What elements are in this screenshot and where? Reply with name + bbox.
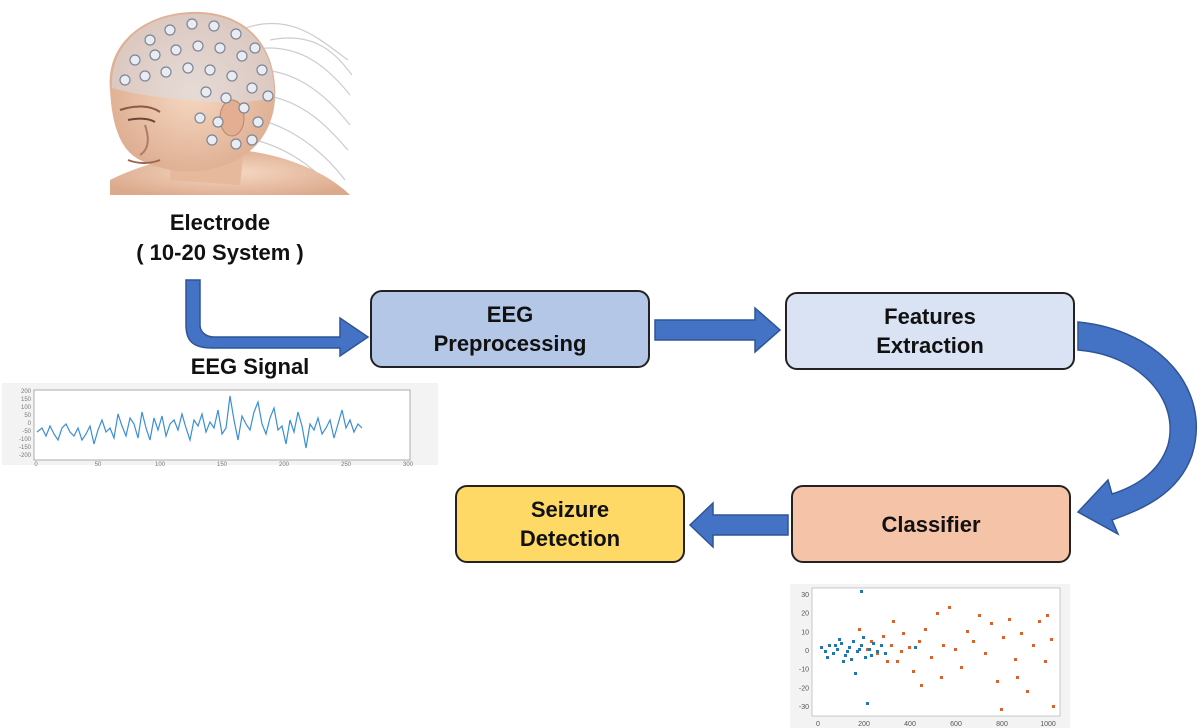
scatter-x-tick-label: 0 bbox=[816, 721, 820, 728]
scatter-y-tick-label: 10 bbox=[801, 629, 809, 636]
eeg-y-tick-label: 100 bbox=[21, 405, 32, 411]
features-extraction-line2: Extraction bbox=[876, 333, 984, 358]
scatter-y-tick-label: 20 bbox=[801, 611, 809, 618]
eeg-y-tick-label: -50 bbox=[22, 429, 31, 435]
features-extraction-box: Features Extraction bbox=[785, 292, 1075, 370]
features-extraction-line1: Features bbox=[884, 304, 976, 329]
scatter-orange-points bbox=[858, 606, 1055, 711]
eeg-preprocessing-line2: Preprocessing bbox=[433, 331, 587, 356]
eeg-signal-plot: 200 150 100 50 0 -50 -100 -150 -200 0 50 100 150 200… bbox=[2, 383, 438, 468]
eeg-preprocessing-box: EEG Preprocessing bbox=[370, 290, 650, 368]
electrode-label-line1: Electrode bbox=[169, 210, 271, 235]
seizure-detection-line1: Seizure bbox=[530, 497, 610, 522]
scatter-y-tick-label: -30 bbox=[799, 704, 809, 711]
eeg-x-tick-label: 250 bbox=[341, 462, 352, 468]
eeg-x-tick-label: 200 bbox=[279, 462, 290, 468]
eeg-preprocessing-line1: EEG bbox=[486, 302, 534, 327]
eeg-x-tick-label: 150 bbox=[217, 462, 228, 468]
eeg-y-tick-label: -150 bbox=[19, 445, 32, 451]
electrode-label-line2: ( 10-20 System ) bbox=[136, 240, 304, 265]
scatter-y-tick-label: -20 bbox=[799, 685, 809, 692]
eeg-y-tick-label: 0 bbox=[28, 421, 32, 427]
eeg-x-tick-label: 50 bbox=[95, 462, 102, 468]
eeg-y-tick-label: 200 bbox=[21, 389, 32, 395]
scatter-y-tick-label: 0 bbox=[805, 648, 809, 655]
electrode-label: Electrode ( 10-20 System ) bbox=[90, 208, 350, 268]
seizure-detection-line2: Detection bbox=[519, 526, 621, 551]
eeg-x-tick-label: 300 bbox=[403, 462, 414, 468]
head-with-electrodes-illustration bbox=[109, 11, 353, 195]
eeg-x-tick-label: 0 bbox=[34, 462, 38, 468]
scatter-blue-points bbox=[820, 590, 917, 705]
eeg-waveform bbox=[36, 395, 363, 449]
eeg-y-tick-label: 150 bbox=[21, 397, 32, 403]
scatter-x-tick-label: 400 bbox=[904, 721, 916, 728]
classifier-box: Classifier bbox=[791, 485, 1071, 563]
eeg-y-tick-label: -200 bbox=[19, 453, 32, 459]
arrow-classifier-to-seizure bbox=[688, 501, 789, 549]
arrow-features-to-classifier bbox=[1076, 321, 1197, 536]
scatter-y-tick-label: -10 bbox=[799, 667, 809, 674]
arrow-electrode-to-preprocessing bbox=[185, 279, 370, 358]
seizure-detection-box: Seizure Detection bbox=[455, 485, 685, 563]
scatter-x-tick-label: 1000 bbox=[1040, 721, 1056, 728]
eeg-signal-label: EEG Signal bbox=[190, 354, 310, 379]
classifier-label: Classifier bbox=[881, 511, 981, 537]
arrow-preprocessing-to-features bbox=[654, 306, 782, 354]
scatter-x-tick-label: 800 bbox=[996, 721, 1008, 728]
eeg-y-tick-label: -100 bbox=[19, 437, 32, 443]
eeg-x-tick-label: 100 bbox=[155, 462, 166, 468]
scatter-x-tick-label: 200 bbox=[858, 721, 870, 728]
scatter-x-tick-label: 600 bbox=[950, 721, 962, 728]
scatter-plot: 30 20 10 0 -10 -20 -30 0 200 400 600 800 1000 bbox=[790, 584, 1070, 728]
eeg-y-tick-label: 50 bbox=[24, 413, 31, 419]
scatter-y-tick-label: 30 bbox=[801, 592, 809, 599]
